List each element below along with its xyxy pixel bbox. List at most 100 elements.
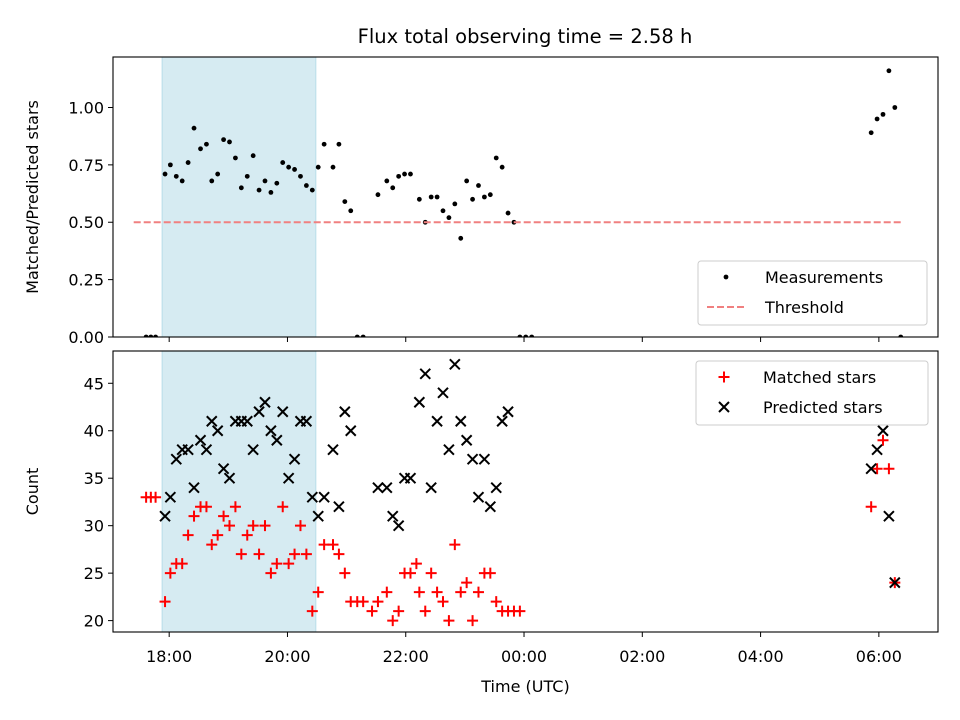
y-tick-label: 1.00 bbox=[68, 98, 104, 117]
measurement-point bbox=[238, 185, 244, 191]
matched-point bbox=[357, 596, 369, 608]
matched-point bbox=[229, 501, 241, 513]
predicted-point bbox=[449, 358, 461, 370]
matched-point bbox=[393, 605, 405, 617]
predicted-point bbox=[277, 406, 289, 418]
measurement-point bbox=[348, 208, 354, 214]
measurement-point bbox=[487, 192, 493, 198]
predicted-point bbox=[206, 415, 218, 427]
matched-point bbox=[333, 548, 345, 560]
legend-label: Threshold bbox=[764, 298, 844, 317]
measurement-point bbox=[309, 187, 315, 193]
measurement-point bbox=[268, 190, 274, 195]
matched-point bbox=[241, 529, 253, 541]
legend-marker bbox=[718, 401, 730, 413]
predicted-point bbox=[443, 444, 455, 456]
measurement-point bbox=[148, 334, 154, 337]
predicted-point bbox=[437, 387, 449, 399]
measurement-point bbox=[250, 153, 256, 159]
legend-box bbox=[695, 360, 929, 426]
legend-label: Predicted stars bbox=[763, 398, 883, 417]
predicted-point bbox=[182, 444, 194, 456]
x-tick-label: 04:00 bbox=[738, 647, 784, 666]
matched-point bbox=[159, 596, 171, 608]
legend-box bbox=[697, 260, 928, 326]
measurement-point bbox=[315, 164, 321, 170]
predicted-point bbox=[223, 472, 236, 484]
observing-span bbox=[161, 350, 317, 633]
predicted-point bbox=[419, 368, 431, 380]
measurement-point bbox=[215, 171, 221, 177]
matched-point bbox=[514, 605, 526, 617]
predicted-point bbox=[466, 453, 479, 465]
predicted-point bbox=[455, 415, 467, 427]
measurement-point bbox=[384, 178, 390, 184]
legend: Measurements Threshold bbox=[697, 260, 928, 326]
predicted-point bbox=[381, 481, 393, 494]
matched-point bbox=[443, 615, 455, 627]
matched-point bbox=[259, 520, 271, 532]
measurement-point bbox=[274, 180, 280, 186]
matched-point bbox=[164, 567, 176, 579]
predicted-point bbox=[188, 481, 200, 494]
y-tick-label: 45 bbox=[84, 374, 104, 393]
predicted-point bbox=[170, 453, 182, 465]
measurement-point bbox=[874, 116, 880, 122]
measurement-point bbox=[262, 178, 268, 184]
measurement-point bbox=[458, 235, 464, 241]
predicted-point bbox=[490, 481, 502, 494]
predicted-point bbox=[271, 434, 283, 446]
y-tick-label: 0.25 bbox=[68, 271, 104, 290]
predicted-point bbox=[877, 425, 889, 437]
matched-point bbox=[372, 596, 384, 608]
measurement-point bbox=[416, 196, 422, 202]
measurement-point bbox=[434, 194, 440, 200]
x-tick-label: 18:00 bbox=[146, 647, 192, 666]
predicted-point bbox=[460, 434, 473, 446]
predicted-point bbox=[871, 444, 883, 456]
measurement-point bbox=[470, 196, 475, 202]
predicted-point bbox=[265, 425, 277, 437]
matched-point bbox=[490, 596, 502, 608]
measurement-point bbox=[505, 210, 511, 216]
matched-point bbox=[212, 529, 224, 541]
measurement-point bbox=[408, 171, 413, 177]
matched-point bbox=[404, 567, 416, 579]
measurement-point bbox=[868, 130, 874, 136]
matched-point bbox=[277, 501, 289, 513]
matched-point bbox=[467, 615, 479, 627]
predicted-point bbox=[472, 491, 485, 503]
measurement-point bbox=[209, 178, 215, 184]
y-tick-label: 30 bbox=[84, 517, 104, 536]
measurement-point bbox=[221, 137, 226, 143]
matched-point bbox=[218, 510, 230, 522]
matched-point bbox=[871, 463, 883, 475]
matched-point bbox=[224, 520, 236, 532]
predicted-point bbox=[339, 406, 351, 418]
measurement-point bbox=[452, 201, 458, 207]
predicted-point bbox=[431, 415, 443, 427]
predicted-point bbox=[312, 510, 324, 522]
matched-point bbox=[381, 586, 393, 598]
predicted-point bbox=[253, 406, 265, 418]
legend-marker bbox=[723, 274, 729, 280]
matched-point bbox=[182, 529, 194, 541]
y-axis-label: Matched/Predicted stars bbox=[23, 100, 42, 294]
matched-point bbox=[425, 567, 437, 579]
measurement-point bbox=[173, 173, 179, 179]
measurement-point bbox=[162, 171, 168, 177]
measurement-point bbox=[330, 164, 336, 170]
measurement-point bbox=[886, 68, 892, 74]
measurement-point bbox=[280, 160, 286, 165]
measurement-point bbox=[892, 105, 898, 110]
predicted-point bbox=[159, 510, 171, 522]
y-tick-label: 0.00 bbox=[68, 328, 104, 347]
legend-marker bbox=[718, 371, 730, 383]
predicted-point bbox=[502, 406, 514, 418]
measurement-point bbox=[464, 178, 470, 184]
measurement-point bbox=[360, 334, 366, 337]
matched-point bbox=[339, 567, 351, 579]
predicted-point bbox=[484, 500, 497, 513]
measurement-point bbox=[476, 183, 481, 188]
